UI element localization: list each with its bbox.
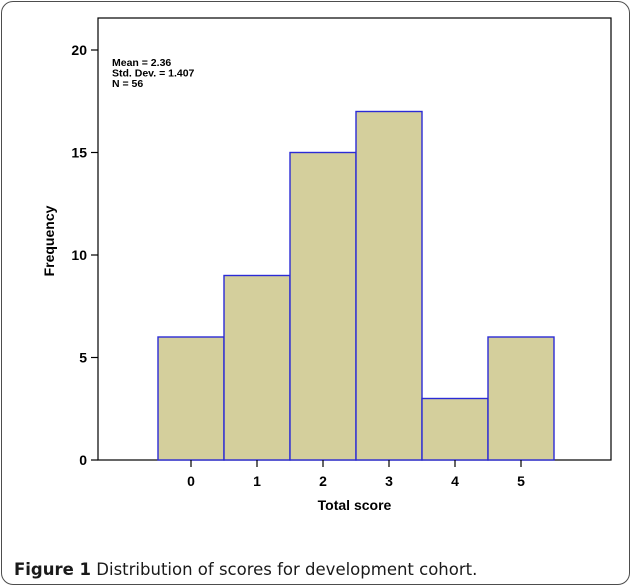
summary-stat-line: Mean = 2.36: [112, 57, 171, 69]
y-axis-title: Frequency: [41, 205, 57, 276]
y-tick-label: 10: [71, 247, 87, 263]
summary-stat-line: N = 56: [112, 78, 143, 90]
bars-group: [157, 110, 555, 461]
y-tick-label: 20: [71, 42, 87, 58]
bar-score-1: [223, 274, 291, 461]
bar-score-0: [157, 336, 225, 461]
x-axis-title: Total score: [318, 497, 392, 513]
y-tick-label: 15: [71, 145, 87, 161]
x-axis: 0 1 2 3 4 5: [187, 460, 525, 489]
y-tick-label: 0: [79, 452, 87, 468]
figure-caption-text: Distribution of scores for development c…: [91, 560, 478, 579]
figure-caption: Figure 1 Distribution of scores for deve…: [14, 560, 477, 579]
y-tick-label: 5: [79, 350, 87, 366]
bar-score-5: [487, 336, 555, 461]
x-tick-label: 0: [187, 473, 195, 489]
x-tick-label: 4: [451, 473, 459, 489]
bar-score-3: [355, 110, 423, 461]
x-tick-label: 5: [517, 473, 525, 489]
x-tick-label: 2: [319, 473, 327, 489]
bar-score-4: [421, 397, 489, 461]
figure-caption-label: Figure 1: [14, 560, 92, 579]
y-axis: 0 5 10 15 20: [71, 42, 98, 468]
x-tick-label: 1: [253, 473, 261, 489]
summary-stat-line: Std. Dev. = 1.407: [112, 68, 195, 80]
bar-score-2: [289, 151, 357, 461]
x-tick-label: 3: [385, 473, 393, 489]
